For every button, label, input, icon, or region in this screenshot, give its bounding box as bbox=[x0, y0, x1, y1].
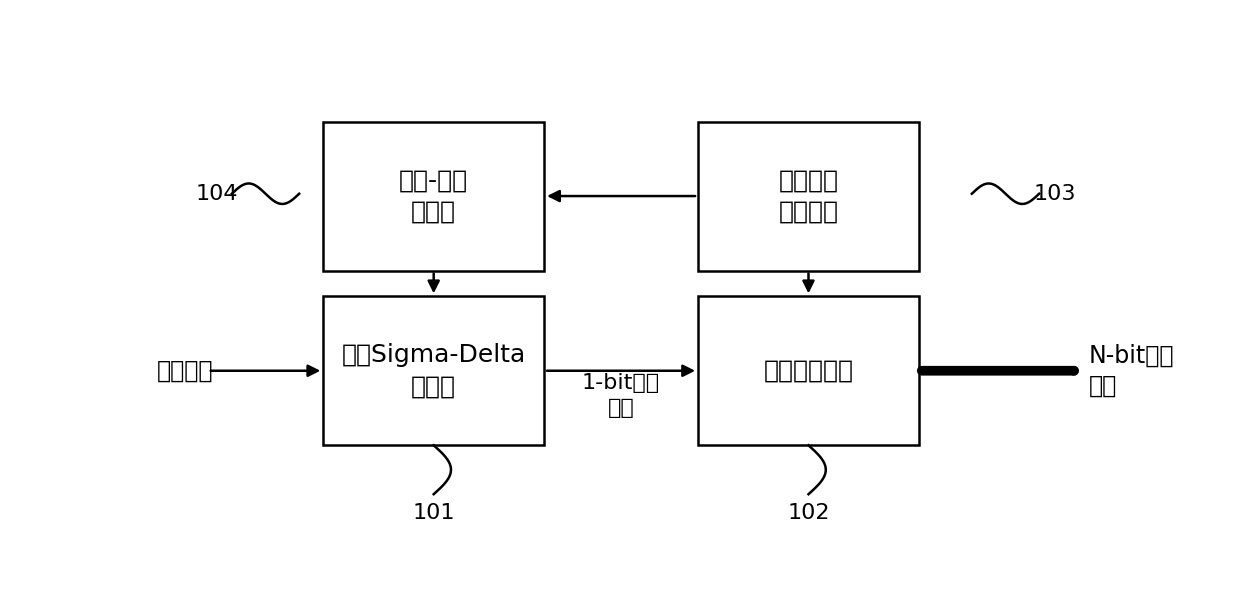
Text: 101: 101 bbox=[413, 503, 455, 523]
Bar bbox=[698, 122, 919, 270]
Text: N-bit数字
输出: N-bit数字 输出 bbox=[1089, 344, 1174, 397]
Text: 103: 103 bbox=[1033, 184, 1075, 204]
Bar bbox=[324, 122, 544, 270]
Text: 降采样滤波器: 降采样滤波器 bbox=[764, 359, 853, 383]
Text: 102: 102 bbox=[787, 503, 830, 523]
Text: 低压-高压
转换器: 低压-高压 转换器 bbox=[399, 168, 469, 224]
Bar bbox=[324, 296, 544, 445]
Text: 模拟输入: 模拟输入 bbox=[157, 359, 213, 383]
Text: 1-bit数字
输出: 1-bit数字 输出 bbox=[582, 373, 660, 418]
Text: 时锶信号
产生电路: 时锶信号 产生电路 bbox=[779, 168, 838, 224]
Text: 104: 104 bbox=[196, 184, 238, 204]
Text: 二阶Sigma-Delta
调制器: 二阶Sigma-Delta 调制器 bbox=[341, 343, 526, 399]
Bar bbox=[698, 296, 919, 445]
